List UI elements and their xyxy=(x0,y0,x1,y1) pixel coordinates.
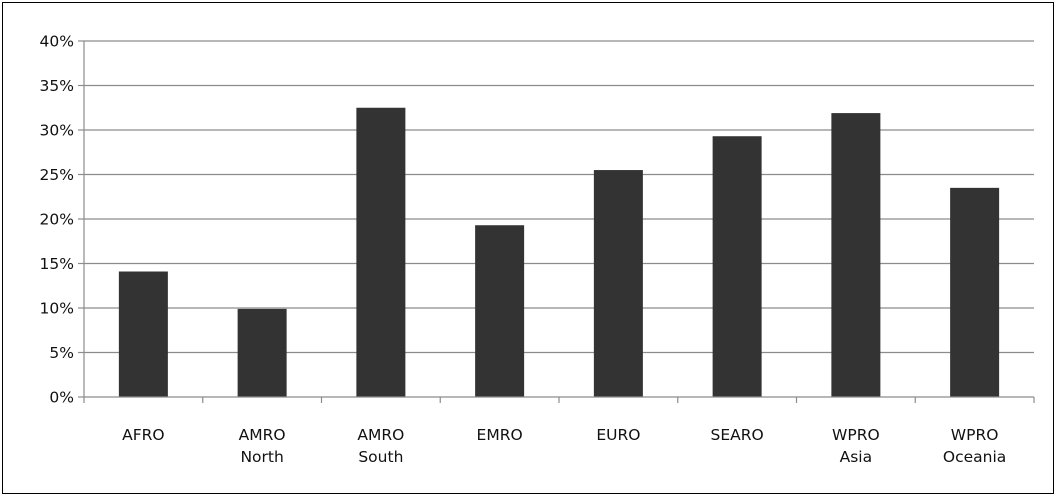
x-tick-label: WPRO Oceania xyxy=(943,426,1006,466)
bar xyxy=(831,113,881,397)
y-tick-label: 0% xyxy=(49,389,74,407)
y-tick-label: 5% xyxy=(49,344,74,362)
bar xyxy=(712,136,762,398)
bars xyxy=(118,107,1000,398)
x-tick-label: AMRO North xyxy=(239,426,286,466)
bar xyxy=(475,225,525,397)
y-tick-label: 40% xyxy=(40,33,74,51)
bar xyxy=(593,170,643,397)
bar xyxy=(950,187,1000,397)
x-tick-label: WPRO Asia xyxy=(832,426,880,466)
y-tick-label: 35% xyxy=(40,77,74,95)
bar xyxy=(118,271,168,397)
x-axis xyxy=(83,41,1035,403)
bar xyxy=(356,107,406,397)
y-tick-label: 20% xyxy=(40,211,74,229)
x-axis-ticks: AFRO AMRO North AMRO South EMRO EURO SEARO WPRO A… xyxy=(122,426,1006,466)
x-tick-label: AMRO South xyxy=(357,426,404,466)
x-tick-label: AFRO xyxy=(122,426,165,444)
x-tick-label: EURO xyxy=(596,426,640,444)
x-tick-label: SEARO xyxy=(711,426,764,444)
y-tick-label: 10% xyxy=(40,300,74,318)
y-tick-label: 15% xyxy=(40,255,74,273)
gridlines xyxy=(84,40,1034,354)
y-tick-label: 25% xyxy=(40,166,74,184)
y-axis-ticks: 0% 5% 10% 15% 20% 25% 30% 35% 40% xyxy=(40,33,84,407)
bar xyxy=(237,308,287,397)
x-tick-label: EMRO xyxy=(477,426,523,444)
y-tick-label: 30% xyxy=(40,122,74,140)
